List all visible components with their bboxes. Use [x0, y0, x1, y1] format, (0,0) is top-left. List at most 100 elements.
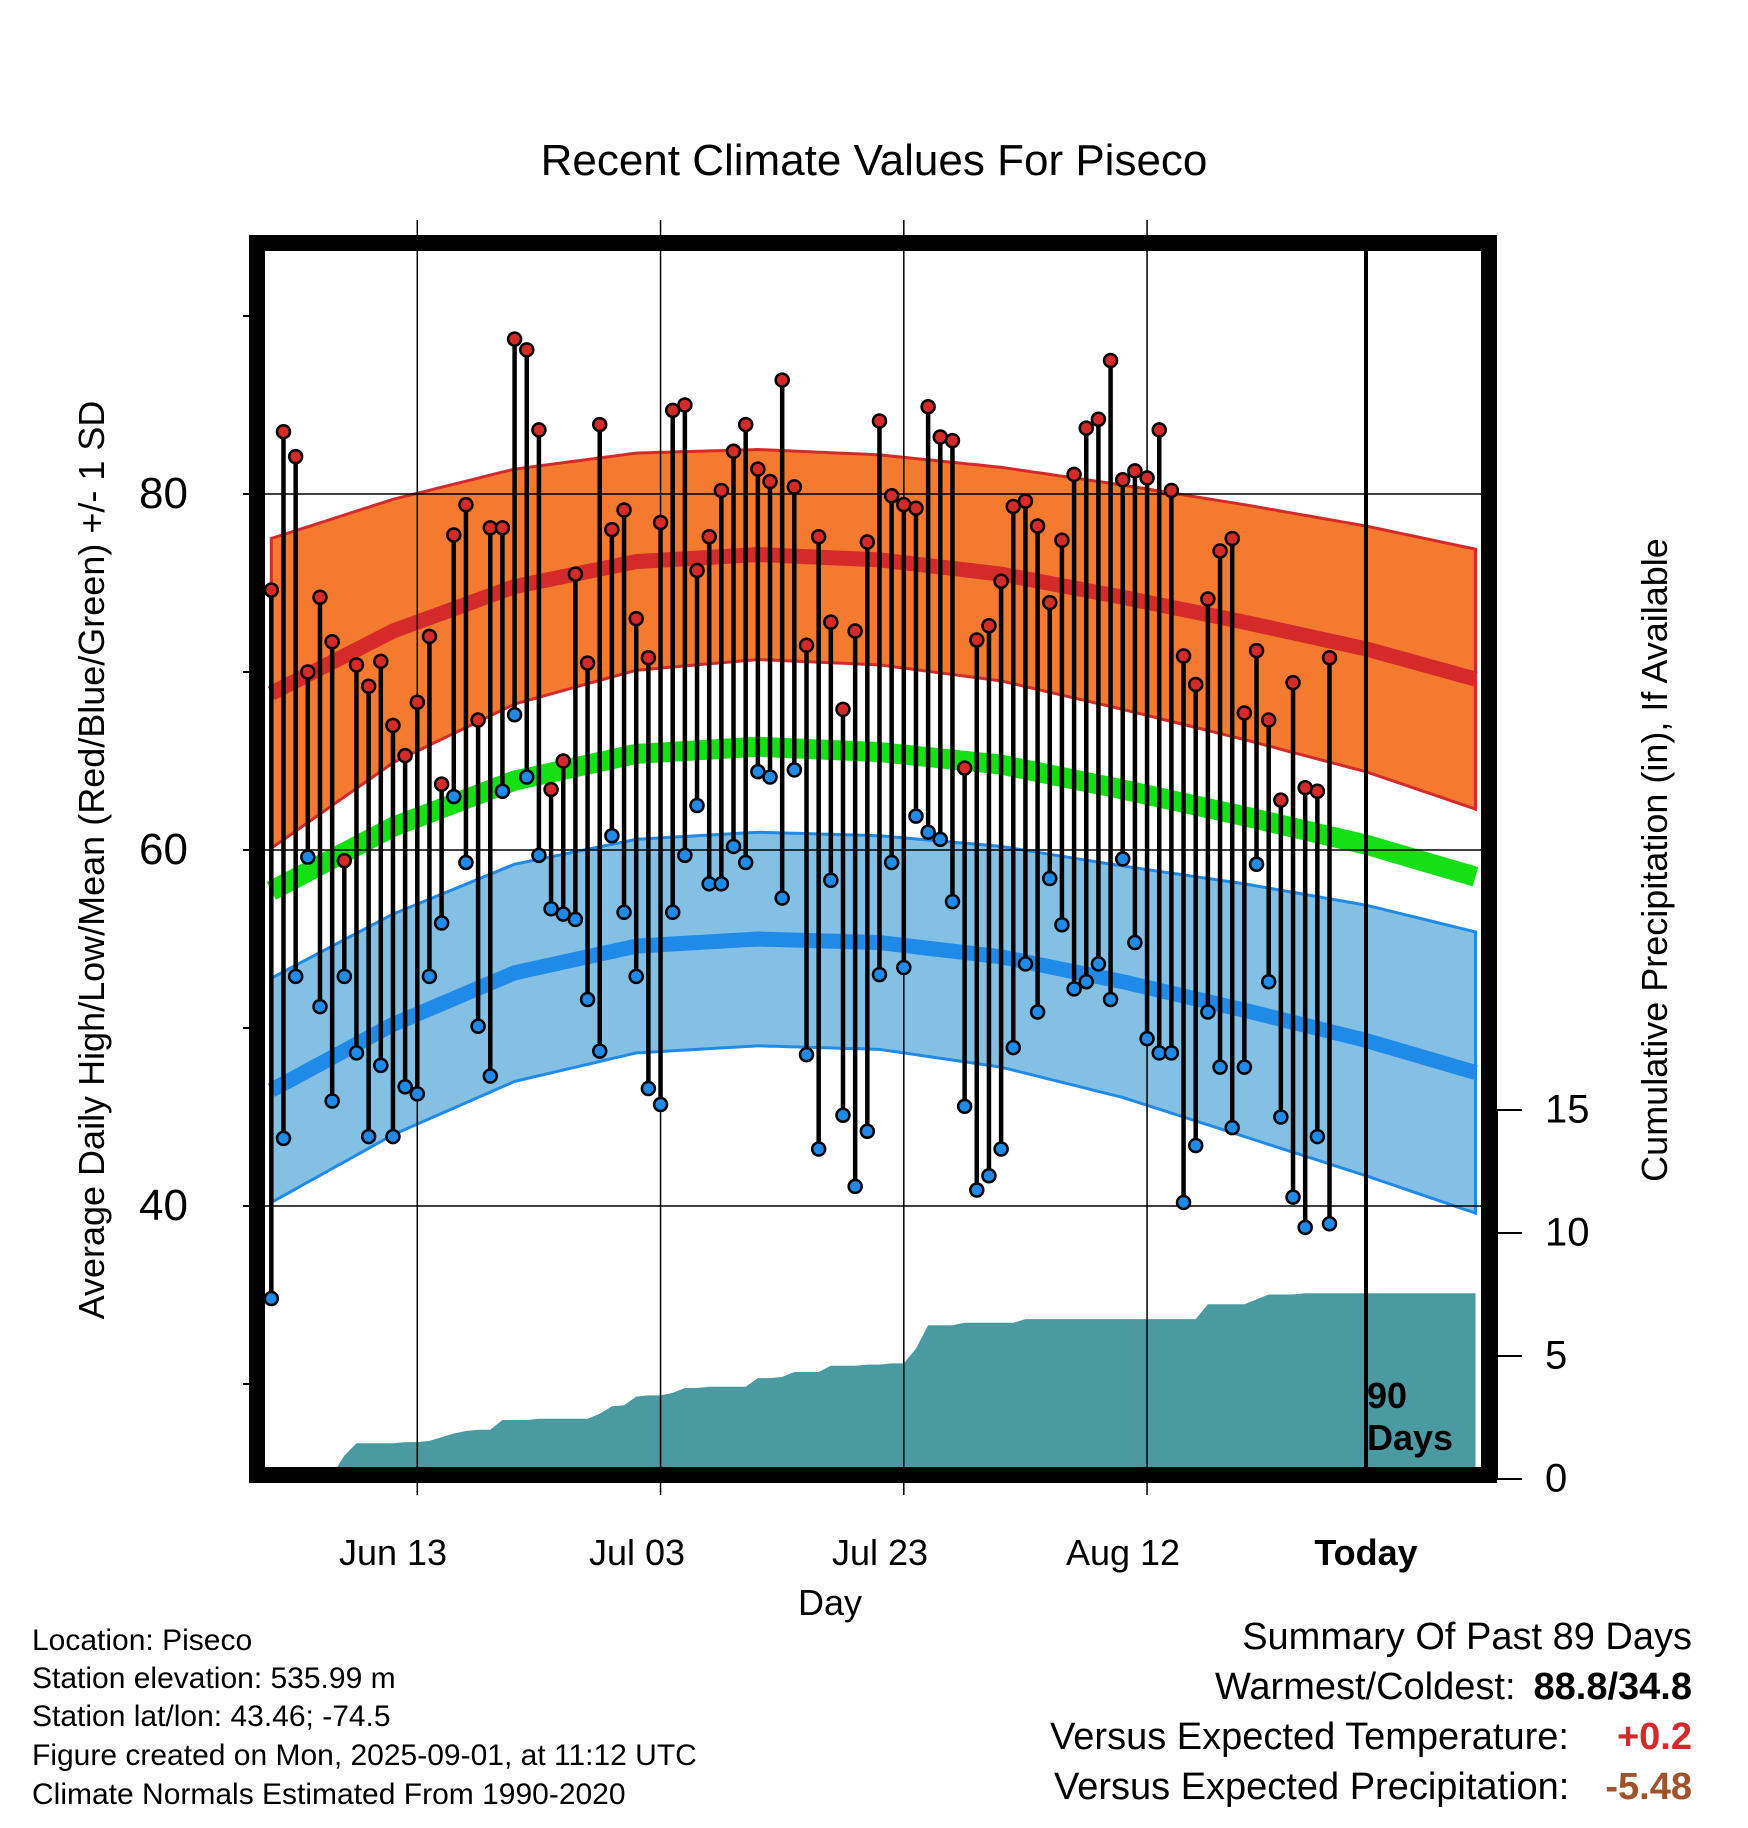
daily-low-point: [1066, 981, 1082, 997]
daily-low-point: [810, 1141, 827, 1157]
daily-high-point: [1200, 591, 1216, 607]
y-axis-right-label: Cumulative Precipitation (in), If Availa…: [1634, 538, 1675, 1182]
daily-high-point: [1309, 783, 1326, 800]
summary-temp-value: +0.2: [1616, 1716, 1692, 1758]
y-right-tick-label: 0: [1545, 1456, 1568, 1501]
daily-high-point: [810, 528, 827, 545]
daily-high-point: [579, 655, 596, 671]
daily-low-point: [628, 968, 644, 985]
x-tick-label: Jun 13: [338, 1532, 448, 1573]
daily-low-point: [737, 854, 754, 871]
daily-low-point: [1005, 1039, 1022, 1056]
daily-high-point: [774, 372, 790, 388]
daily-low-point: [324, 1093, 340, 1109]
daily-high-point: [677, 397, 693, 413]
daily-high-point: [823, 614, 839, 630]
daily-low-point: [494, 783, 511, 800]
daily-high-point: [981, 617, 997, 634]
daily-range-stems-layer: [269, 339, 1332, 1299]
low-normal-mean-line: [267, 931, 1478, 1097]
daily-high-point: [360, 678, 377, 694]
daily-low-point: [446, 788, 462, 805]
daily-high-point: [1224, 530, 1240, 547]
daily-high-point: [519, 342, 535, 358]
daily-low-point: [1200, 1004, 1216, 1020]
daily-high-point: [470, 712, 486, 728]
daily-low-point: [336, 968, 353, 985]
daily-low-point: [883, 854, 900, 871]
daily-low-point: [373, 1057, 389, 1074]
daily-low-point: [579, 991, 596, 1008]
daily-high-point: [786, 479, 803, 495]
daily-low-point: [762, 769, 778, 785]
daily-high-point: [956, 760, 973, 776]
daily-high-point: [1212, 543, 1228, 559]
daily-low-point: [385, 1128, 401, 1145]
y-right-tick-label: 15: [1545, 1087, 1590, 1132]
daily-high-point: [555, 753, 571, 769]
daily-high-point: [494, 520, 511, 536]
daily-high-point: [1005, 498, 1022, 515]
daily-high-point: [1042, 594, 1058, 611]
daily-low-point: [348, 1045, 365, 1061]
daily-low-point: [847, 1178, 863, 1195]
daily-low-point: [725, 838, 742, 855]
daily-low-point: [1321, 1216, 1338, 1232]
daily-low-point: [774, 890, 790, 906]
daily-high-point: [1285, 674, 1301, 691]
daily-high-point: [859, 534, 876, 550]
daily-low-point: [519, 769, 535, 785]
y-right-tick-label: 10: [1545, 1210, 1590, 1255]
daily-low-point: [932, 831, 949, 848]
daily-low-point: [944, 893, 961, 910]
daily-low-point: [1187, 1137, 1204, 1154]
daily-high-point: [1090, 411, 1107, 427]
summary-warm-cold-label: Warmest/Coldest:: [1214, 1666, 1516, 1708]
daily-low-point: [713, 876, 730, 892]
daily-low-point: [1224, 1119, 1240, 1136]
daily-high-point: [725, 443, 742, 460]
daily-low-point: [835, 1107, 851, 1123]
daily-high-point: [433, 776, 450, 792]
mean-normal-line: [266, 736, 1479, 900]
daily-low-point: [397, 1078, 413, 1095]
daily-low-point: [1248, 856, 1265, 872]
today-marker-label: 90 Days: [1367, 1375, 1453, 1459]
daily-high-point: [993, 573, 1009, 589]
x-tick-label: Jul 23: [831, 1532, 929, 1573]
daily-low-point: [300, 849, 316, 865]
daily-low-point: [482, 1068, 499, 1084]
daily-high-point: [835, 701, 851, 718]
daily-high-point: [737, 416, 754, 433]
daily-high-point: [750, 461, 766, 477]
daily-low-point: [1029, 1004, 1046, 1020]
daily-high-point: [591, 416, 608, 433]
daily-high-point: [397, 747, 413, 764]
daily-high-point: [263, 582, 280, 598]
daily-low-point: [664, 904, 681, 921]
daily-high-point: [944, 432, 961, 449]
daily-low-point: [786, 762, 803, 778]
summary-temp-label: Versus Expected Temperature:: [1050, 1716, 1569, 1758]
daily-high-point: [446, 527, 462, 543]
summary-temp-row: Versus Expected Temperature: +0.2: [1050, 1716, 1692, 1759]
daily-high-point: [1273, 792, 1289, 808]
daily-high-point: [1054, 532, 1070, 549]
daily-high-point: [1163, 482, 1180, 499]
summary-precip-value: -5.48: [1605, 1766, 1692, 1808]
daily-high-point: [409, 694, 426, 711]
y-left-tick-label: 60: [139, 825, 188, 874]
daily-high-point: [1029, 518, 1046, 534]
x-axis-label: Day: [797, 1582, 863, 1623]
daily-high-point: [798, 637, 815, 654]
daily-high-point: [871, 413, 888, 429]
normal-bands-layer: [266, 447, 1479, 1216]
daily-low-point: [1212, 1059, 1228, 1075]
today-marker-line1: 90: [1367, 1375, 1408, 1416]
daily-high-point: [762, 473, 778, 490]
daily-high-point: [287, 448, 304, 465]
daily-low-point: [689, 797, 705, 814]
daily-high-point: [1066, 466, 1082, 483]
daily-low-point: [263, 1290, 280, 1307]
